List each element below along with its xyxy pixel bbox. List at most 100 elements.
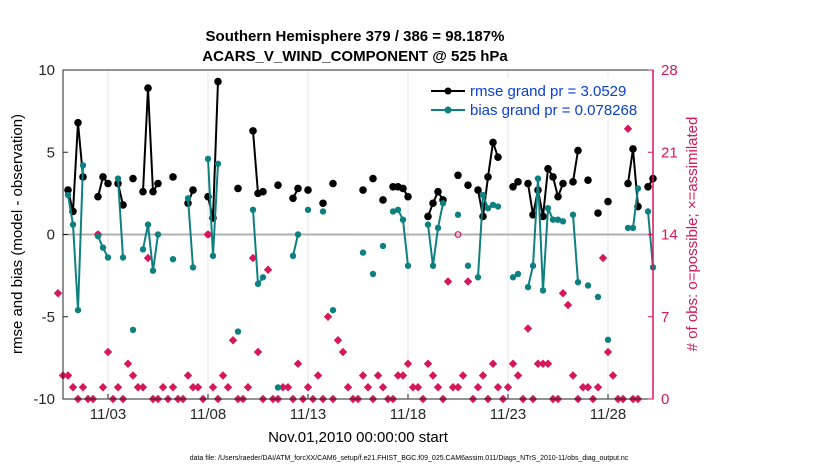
y2-tick-label: 7 xyxy=(661,309,669,326)
bias-line-segment xyxy=(117,178,124,258)
rmse-point xyxy=(329,179,337,188)
bias-point xyxy=(379,242,387,250)
x-tick-label: 11/18 xyxy=(390,406,426,423)
rmse-point xyxy=(74,118,82,127)
x-tick-label: 11/23 xyxy=(490,406,526,423)
obs-assimilated-marker xyxy=(563,300,573,310)
obs-assimilated-marker xyxy=(608,371,618,380)
bias-point xyxy=(624,224,632,232)
obs-assimilated-marker xyxy=(193,383,203,392)
x-tick-label: 11/28 xyxy=(590,406,626,423)
obs-assimilated-marker xyxy=(583,383,593,392)
rmse-point xyxy=(539,212,547,221)
bias-point xyxy=(539,287,547,294)
rmse-line-segment xyxy=(572,150,579,183)
data-file-footnote: data file: /Users/raeder/DAI/ATM_forcXX/… xyxy=(190,455,629,462)
obs-assimilated-marker xyxy=(423,359,433,368)
bias-point xyxy=(644,208,652,215)
bias-point xyxy=(204,155,212,163)
x-tick-label: 11/08 xyxy=(190,406,226,423)
bias-point xyxy=(319,208,327,215)
obs-assimilated-marker xyxy=(398,371,408,380)
bias-series xyxy=(64,155,657,391)
obs-assimilated-marker xyxy=(323,312,333,321)
bias-point xyxy=(94,232,102,240)
rmse-point xyxy=(319,199,327,208)
bias-point xyxy=(389,208,397,215)
rmse-point xyxy=(479,212,487,221)
obs-assimilated-marker xyxy=(603,347,613,357)
bias-point xyxy=(119,254,127,261)
bias-point xyxy=(604,336,612,343)
bias-point xyxy=(429,262,437,269)
obs-assimilated-marker xyxy=(513,371,523,380)
legend-bias-label: bias grand pr = 0.078268 xyxy=(470,102,637,119)
rmse-point xyxy=(524,179,532,188)
y-tick-label: 0 xyxy=(47,227,55,244)
obs-assimilated-marker xyxy=(208,383,218,392)
bias-point xyxy=(289,252,297,260)
bias-point xyxy=(114,175,122,182)
rmse-point xyxy=(304,186,312,194)
obs-assimilated-marker xyxy=(373,371,383,380)
obs-assimilated-marker xyxy=(98,383,108,392)
obs-assimilated-marker xyxy=(558,289,568,298)
legend-rmse-marker xyxy=(444,87,452,95)
rmse-point xyxy=(549,173,557,181)
rmse-series xyxy=(64,77,657,222)
rmse-point xyxy=(624,179,632,188)
rmse-point xyxy=(99,173,107,181)
bias-point xyxy=(149,267,157,274)
y2-axis-label: # of obs: o=possible; ×=assimilated xyxy=(684,117,701,352)
y2-tick-label: 14 xyxy=(661,227,678,244)
legend: rmse grand pr = 3.0529 bias grand pr = 0… xyxy=(424,78,650,120)
bias-line-segment xyxy=(647,211,654,268)
bias-point xyxy=(634,185,642,192)
y-tick-label: 10 xyxy=(38,62,55,79)
bias-point xyxy=(464,262,472,269)
bias-point xyxy=(184,195,192,202)
rmse-line-segment xyxy=(427,190,444,217)
obs-assimilated-marker xyxy=(313,371,323,380)
obs-assimilated-marker xyxy=(453,383,463,392)
y2-tick-label: 28 xyxy=(661,62,678,79)
obs-assimilated-marker xyxy=(403,359,413,368)
rmse-point xyxy=(554,192,562,201)
rmse-point xyxy=(294,184,302,193)
obs-assimilated-marker xyxy=(598,253,608,263)
obs-assimilated-marker xyxy=(433,383,443,392)
rmse-point xyxy=(139,187,147,196)
rmse-point xyxy=(154,179,162,188)
bias-point xyxy=(494,203,502,210)
rmse-point xyxy=(189,186,197,194)
rmse-point xyxy=(484,173,492,181)
rmse-point xyxy=(359,186,367,194)
bias-point xyxy=(294,231,302,238)
obs-assimilated-marker xyxy=(253,347,263,357)
bias-point xyxy=(529,262,537,269)
bias-point xyxy=(574,279,582,286)
bias-point xyxy=(74,306,82,314)
obs-assimilated-marker xyxy=(578,383,588,392)
bias-line-segment xyxy=(427,203,444,267)
bias-point xyxy=(534,175,542,182)
obs-assimilated-marker xyxy=(363,383,373,392)
obs-assimilated-marker xyxy=(593,383,603,392)
bias-point xyxy=(594,293,602,301)
obs-assimilated-marker xyxy=(393,371,403,380)
obs-assimilated-marker xyxy=(488,359,498,368)
rmse-point xyxy=(119,201,127,209)
rmse-point xyxy=(369,174,377,183)
rmse-point xyxy=(489,138,497,147)
obs-assimilated-marker xyxy=(338,347,348,357)
obs-assimilated-marker xyxy=(283,383,293,392)
obs-assimilated-marker xyxy=(293,359,303,368)
obs-assimilated-marker xyxy=(138,383,148,392)
rmse-point xyxy=(94,192,102,201)
bias-point xyxy=(304,206,312,214)
obs-assimilated-marker xyxy=(123,359,133,368)
bias-point xyxy=(629,224,637,232)
rmse-point xyxy=(64,186,72,194)
y-axis-label: rmse and bias (model - observation) xyxy=(9,114,26,354)
obs-assimilated-marker xyxy=(223,383,233,392)
